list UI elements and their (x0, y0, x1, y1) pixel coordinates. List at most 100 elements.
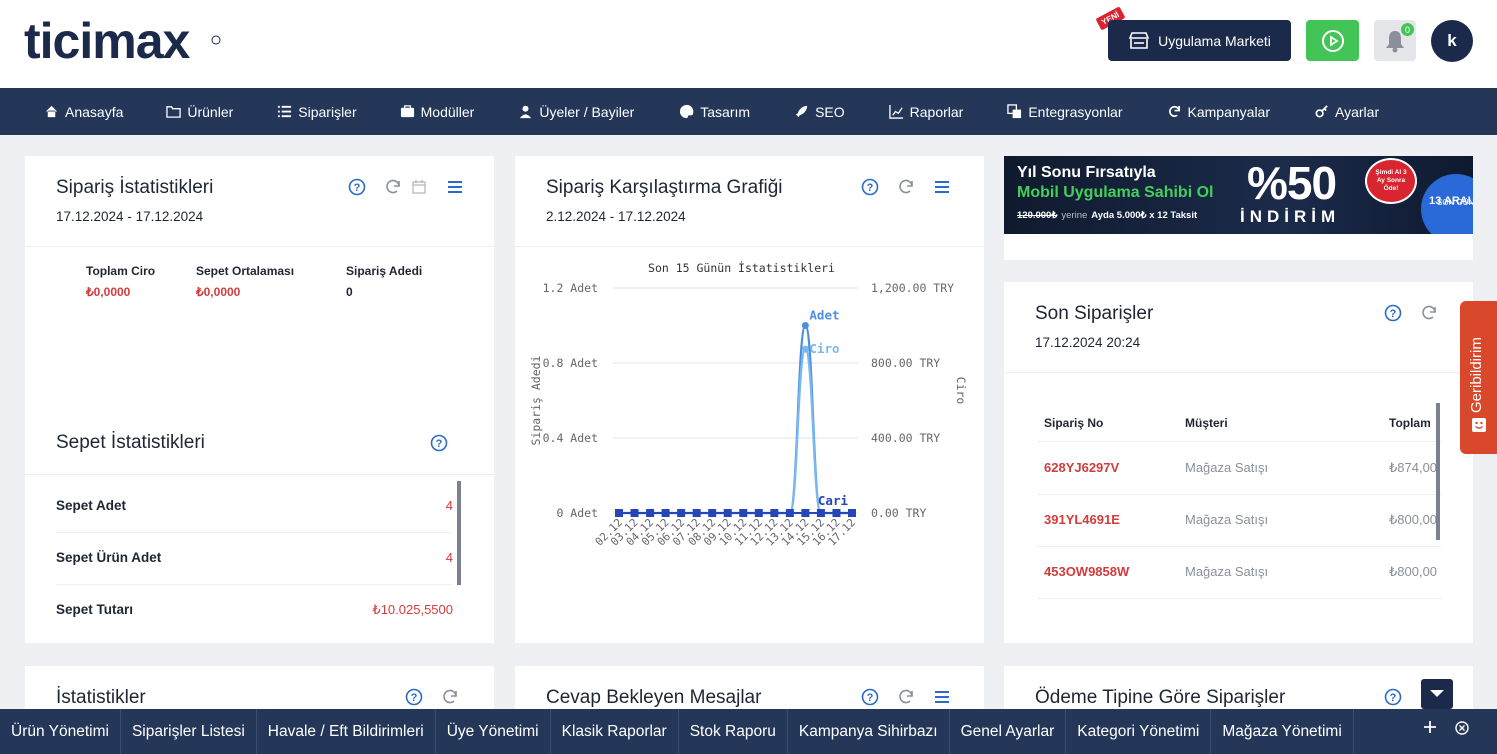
promo-banner[interactable]: Yıl Sonu Fırsatıyla Mobil Uygulama Sahib… (1004, 156, 1473, 234)
series-point-ciro (801, 345, 809, 353)
shortcut-item[interactable]: Kategori Yönetimi (1066, 709, 1212, 754)
nav-item-label: Anasayfa (65, 103, 124, 120)
shortcut-bar: Ürün Yönetimi Siparişler Listesi Havale / … (0, 709, 1497, 754)
notification-count-badge: 0 (1401, 23, 1414, 36)
shortcut-item[interactable]: Üye Yönetimi (436, 709, 551, 754)
divider (56, 584, 452, 585)
calendar-icon[interactable] (408, 176, 430, 198)
banner-badge1-text: Şimdi Al 3 Ay Sonra Öde! (1375, 169, 1407, 192)
series-point-cari (661, 509, 670, 517)
help-icon[interactable]: ? (859, 176, 881, 198)
notifications-button[interactable]: 0 (1374, 20, 1416, 61)
recent-orders-toolbar: ? (1382, 302, 1440, 324)
nav-item-2[interactable]: Ürünler (166, 104, 233, 120)
y-tick-label: 1.2 Adet (543, 281, 598, 295)
nav-item-10[interactable]: Kampanyalar (1167, 104, 1270, 120)
refresh-icon[interactable] (895, 176, 917, 198)
shortcut-item[interactable]: Genel Ayarlar (950, 709, 1067, 754)
series-label-cari: Cari (818, 493, 849, 508)
shortcut-item[interactable]: Havale / Eft Bildirimleri (257, 709, 436, 754)
recent-orders-scrollbar[interactable] (1436, 403, 1440, 540)
nav-item-label: Üyeler / Bayiler (539, 103, 635, 120)
help-icon[interactable]: ? (859, 686, 881, 708)
y2-tick-label: 800.00 TRY (871, 356, 940, 370)
ticimax-logo[interactable]: ticimax (24, 14, 224, 70)
help-icon[interactable]: ? (1382, 686, 1404, 708)
series-point-cari (677, 509, 686, 517)
recent-orders-date: 17.12.2024 20:24 (1035, 335, 1141, 350)
shortcut-item[interactable]: Kampanya Sihirbazı (788, 709, 950, 754)
rocket-icon (795, 105, 808, 118)
help-icon[interactable]: ? (346, 176, 368, 198)
shortcut-item[interactable]: Ürün Yönetimi (0, 709, 121, 754)
app-market-button[interactable]: Uygulama Marketi (1108, 20, 1291, 61)
video-tutorial-button[interactable] (1306, 20, 1359, 61)
feedback-label: Geribildirim (1468, 337, 1485, 413)
nav-item-5[interactable]: Üyeler / Bayiler (518, 104, 634, 120)
basket-row-label: Sepet Ürün Adet (56, 550, 162, 565)
nav-item-4[interactable]: Modüller (400, 103, 475, 120)
feedback-tab[interactable]: Geribildirim (1460, 301, 1497, 454)
order-count-value: 0 (346, 285, 353, 299)
refresh-icon[interactable] (895, 686, 917, 708)
divider (25, 474, 494, 475)
refresh-icon[interactable] (1418, 302, 1440, 324)
nav-item-11[interactable]: Ayarlar (1314, 104, 1379, 120)
series-point-cari (816, 509, 825, 517)
nav-item-6[interactable]: Tasarım (679, 104, 750, 120)
refresh-icon[interactable] (382, 176, 404, 198)
close-shortcuts-button[interactable] (1455, 721, 1473, 739)
nav-item-label: Raporlar (909, 103, 964, 120)
help-icon[interactable]: ? (1382, 302, 1404, 324)
banner-price: 120.000₺ yerine Ayda 5.000₺ x 12 Taksit (1017, 210, 1197, 221)
menu-icon[interactable] (931, 686, 953, 708)
order-number-link[interactable]: 453OW9858W (1044, 564, 1130, 579)
col-total[interactable]: Toplam (1389, 416, 1431, 430)
series-label-ciro: Ciro (809, 341, 839, 356)
nav-item-label: Modüller (420, 103, 475, 120)
nav-item-8[interactable]: Raporlar (888, 103, 964, 120)
order-number-link[interactable]: 628YJ6297V (1044, 460, 1120, 475)
banner-line1: Yıl Sonu Fırsatıyla (1017, 164, 1156, 181)
svg-text:?: ? (867, 182, 874, 194)
menu-icon[interactable] (931, 176, 953, 198)
help-icon[interactable]: ? (403, 686, 425, 708)
nav-item-1[interactable]: Anasayfa (44, 104, 123, 120)
shortcut-item[interactable]: Klasik Raporlar (551, 709, 679, 754)
y-tick-label: 0.4 Adet (543, 431, 598, 445)
refresh-icon[interactable] (439, 686, 461, 708)
plus-icon (1424, 721, 1436, 733)
order-total: ₺874,00 (1389, 460, 1437, 475)
help-icon[interactable]: ? (428, 432, 450, 454)
smile-icon (1472, 418, 1486, 432)
col-customer[interactable]: Müşteri (1185, 416, 1228, 430)
close-circle-icon (1455, 721, 1469, 735)
series-point-cari (770, 509, 779, 517)
user-avatar[interactable]: k (1431, 20, 1473, 62)
integration-icon (1007, 104, 1022, 119)
shortcut-item[interactable]: Mağaza Yönetimi (1211, 709, 1354, 754)
order-number-link[interactable]: 391YL4691E (1044, 512, 1120, 527)
basket-row-value: ₺10.025,5500 (372, 602, 453, 617)
order-compare-toolbar: ? (859, 176, 953, 198)
nav-item-3[interactable]: Siparişler (277, 104, 357, 120)
order-total: ₺800,00 (1389, 564, 1437, 579)
nav-item-9[interactable]: Entegrasyonlar (1007, 104, 1123, 120)
nav-item-label: Ayarlar (1335, 103, 1380, 120)
menu-icon[interactable] (444, 176, 466, 198)
divider (1004, 372, 1473, 373)
order-compare-card: Sipariş Karşılaştırma Grafiği 2.12.2024 … (515, 156, 984, 643)
series-point-cari (785, 509, 794, 517)
y2-tick-label: 1,200.00 TRY (871, 281, 954, 295)
col-order-no[interactable]: Sipariş No (1044, 416, 1104, 430)
basket-scrollbar[interactable] (457, 481, 461, 585)
recent-orders-title: Son Siparişler (1035, 303, 1154, 324)
shortcut-item[interactable]: Stok Raporu (679, 709, 788, 754)
shortcut-item[interactable]: Siparişler Listesi (121, 709, 257, 754)
divider (1037, 598, 1441, 599)
nav-item-7[interactable]: SEO (794, 104, 845, 120)
add-shortcut-button[interactable] (1423, 720, 1441, 742)
basket-row-value: 4 (445, 550, 453, 565)
svg-text:?: ? (1390, 692, 1397, 704)
collapse-shortcuts-button[interactable] (1421, 679, 1453, 709)
